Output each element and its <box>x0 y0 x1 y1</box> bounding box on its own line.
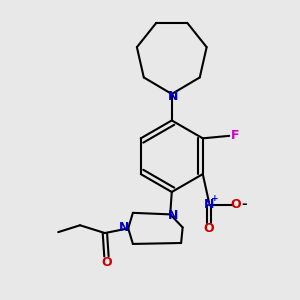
Text: N: N <box>119 221 130 234</box>
Text: +: + <box>211 194 218 203</box>
Text: N: N <box>168 90 178 103</box>
Text: N: N <box>167 208 178 221</box>
Text: O: O <box>204 222 214 235</box>
Text: O: O <box>231 198 241 211</box>
Text: O: O <box>101 256 112 269</box>
Text: N: N <box>204 198 214 211</box>
Text: F: F <box>230 129 239 142</box>
Text: -: - <box>241 198 247 211</box>
